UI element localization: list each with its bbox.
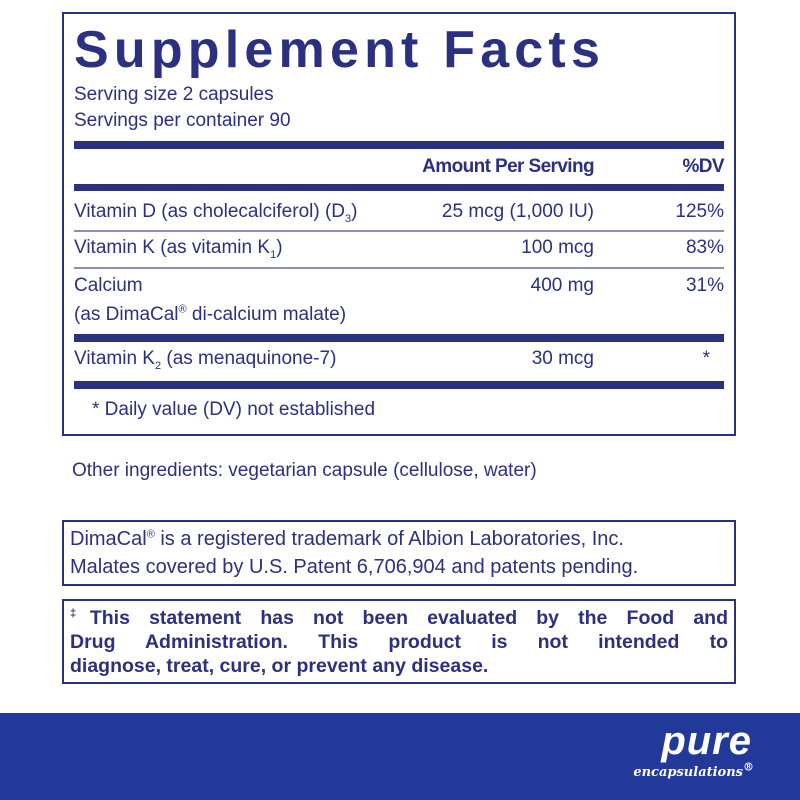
brand-logo: pure [661,719,752,763]
row-vitamin-k2-name: Vitamin K2 (as menaquinone-7) [74,348,337,372]
divider-thick [74,141,724,149]
row-vitamin-d-dv: 125% [675,201,724,222]
trademark-line-1: DimaCal® is a registered trademark of Al… [70,528,624,550]
brand-footer: pure encapsulations® [0,713,800,800]
disclaimer-line-2: Drug Administration. This product is not… [70,631,728,653]
supplement-facts-panel: Supplement Facts Serving size 2 capsules… [62,12,736,436]
divider-thick [74,334,724,342]
row-vitamin-k-name: Vitamin K (as vitamin K1) [74,237,283,261]
disclaimer-line-1: ‡This statement has not been evaluated b… [70,607,728,629]
row-calcium-dv: 31% [685,275,724,296]
row-calcium-source: (as DimaCal® di-calcium malate) [74,303,347,325]
other-ingredients: Other ingredients: vegetarian capsule (c… [72,460,537,481]
brand-logo-subtitle: encapsulations® [633,760,754,780]
divider [74,267,724,269]
row-calcium-name: Calcium [74,275,143,296]
row-vitamin-k-dv: 83% [685,237,724,258]
servings-per-container: Servings per container 90 [74,110,291,131]
header-amount: Amount Per Serving [422,156,594,177]
row-vitamin-k-amount: 100 mcg [521,237,594,258]
footnote: * Daily value (DV) not established [92,399,376,420]
row-vitamin-k2-amount: 30 mcg [531,348,594,369]
trademark-notice: DimaCal® is a registered trademark of Al… [62,520,736,586]
row-vitamin-d-amount: 25 mcg (1,000 IU) [441,201,594,222]
header-dv: %DV [682,156,725,177]
divider-thick [74,184,724,191]
divider [74,230,724,232]
divider-thick [74,381,724,389]
disclaimer-line-3: diagnose, treat, cure, or prevent any di… [70,655,489,677]
row-calcium-amount: 400 mg [530,275,594,296]
row-vitamin-k2-dv: * [702,348,710,369]
fda-disclaimer: ‡This statement has not been evaluated b… [62,599,736,684]
serving-size: Serving size 2 capsules [74,84,274,105]
panel-title: Supplement Facts [74,21,606,79]
trademark-line-2: Malates covered by U.S. Patent 6,706,904… [70,556,639,578]
row-vitamin-d-name: Vitamin D (as cholecalciferol) (D3) [74,201,358,225]
